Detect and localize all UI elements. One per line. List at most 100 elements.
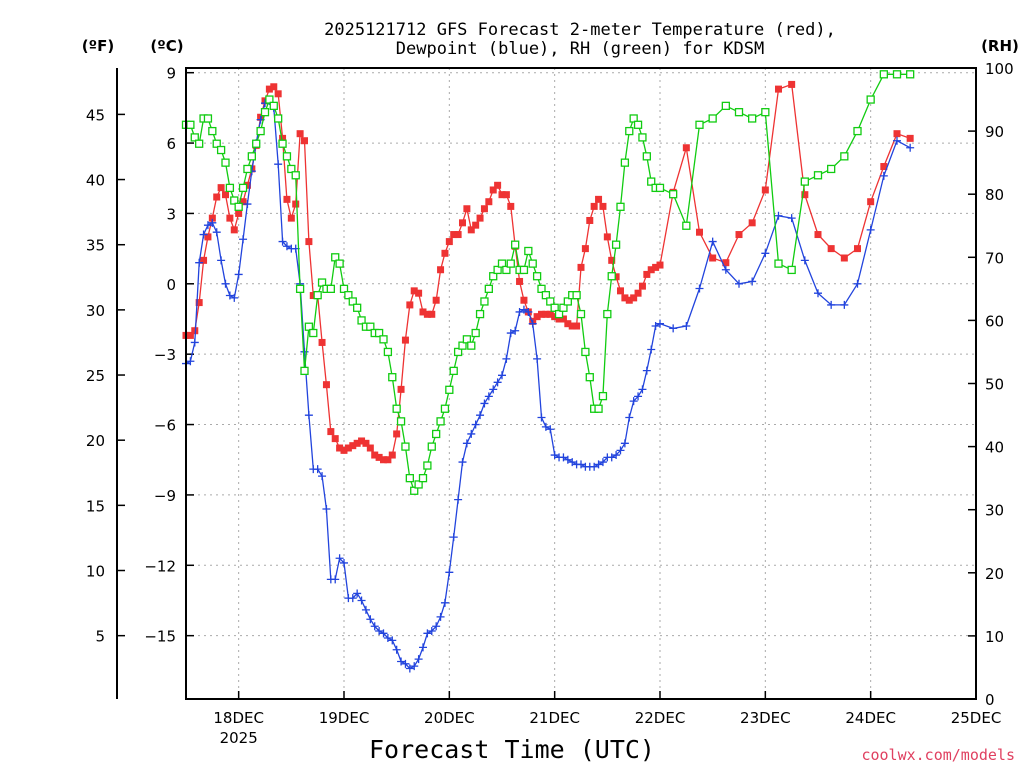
dewpoint-point — [225, 291, 234, 300]
dewpoint-point — [493, 378, 502, 387]
rh-point — [208, 126, 217, 136]
dewpoint-point — [634, 392, 643, 401]
rh-point — [906, 70, 915, 79]
dewpoint-point — [230, 293, 239, 302]
temperature-point — [292, 200, 300, 208]
rh-point — [467, 341, 476, 350]
rh-point — [295, 284, 305, 294]
dewpoint-point — [800, 256, 809, 265]
rh-point — [427, 442, 436, 451]
temperature-point — [581, 245, 589, 253]
rh-point — [300, 366, 309, 376]
dewpoint-point — [559, 453, 568, 462]
rh-point — [383, 347, 393, 357]
rh-tick-label: 30 — [985, 502, 1004, 520]
temperature-point — [559, 315, 567, 323]
temperature-point — [551, 313, 559, 321]
series-0 — [182, 80, 914, 464]
temperature-point — [507, 202, 515, 210]
rh-point — [480, 297, 489, 306]
temperature-point — [235, 209, 243, 217]
temperature-point — [410, 287, 418, 295]
chart-title-line2: Dewpoint (blue), RH (green) for KDSM — [396, 39, 764, 59]
rh-point — [813, 171, 823, 180]
dewpoint-point — [278, 237, 287, 246]
x-axis-label: Forecast Time (UTC) — [369, 735, 655, 764]
dewpoint-point — [462, 439, 471, 448]
dewpoint-point — [379, 629, 388, 638]
rh-point — [879, 70, 888, 79]
temperature-point — [555, 315, 563, 323]
dewpoint-point — [375, 626, 384, 635]
dewpoint-point — [484, 392, 493, 401]
x-tick-label: 23DEC — [740, 709, 791, 727]
rh-point — [339, 284, 349, 294]
dewpoint-point — [577, 460, 585, 469]
temperature-point — [208, 214, 216, 222]
temperature-point — [200, 256, 208, 264]
temperature-point — [489, 186, 497, 194]
credit-label: coolwx.com/models — [861, 746, 1015, 764]
temperature-point — [696, 228, 703, 236]
x-tick-label: 22DEC — [635, 709, 686, 727]
rh-point — [611, 240, 621, 249]
temperature-point — [318, 338, 326, 346]
temperature-point — [296, 130, 304, 138]
rh-point — [440, 404, 450, 413]
temperature-point — [630, 294, 638, 302]
temperature-point — [498, 191, 506, 199]
dewpoint-point — [458, 458, 467, 467]
dewpoint-point — [405, 664, 414, 673]
temperature-point — [480, 205, 488, 213]
dewpoint-point — [550, 451, 559, 460]
fahrenheit-axis: 45 40 35 30 25 20 15 10 5 — [86, 68, 125, 699]
temperature-point — [358, 437, 366, 445]
dewpoint-point — [476, 411, 485, 420]
temperature-point — [463, 205, 471, 213]
dewpoint-point — [498, 371, 506, 380]
rh-point — [274, 114, 283, 123]
temperature-point — [634, 289, 642, 297]
rh-point — [682, 221, 691, 230]
x-axis: 18DEC 2025 19DEC 20DEC 21DEC 22DEC 23DEC 24DEC 2… — [213, 691, 1001, 747]
dewpoint-point — [397, 657, 406, 666]
dewpoint-point — [629, 397, 638, 406]
rh-point — [344, 291, 353, 300]
temperature-point — [814, 231, 822, 239]
rh-point — [348, 297, 357, 306]
rh-point — [669, 190, 678, 199]
rh-point — [607, 272, 616, 281]
celsius-tick-label: −3 — [154, 346, 176, 364]
rh-point — [366, 322, 375, 331]
dewpoint-point — [282, 242, 291, 251]
dewpoint-point — [866, 225, 875, 234]
rh-tick-label: 90 — [985, 123, 1004, 141]
temperature-point — [239, 198, 247, 206]
rh-point — [892, 70, 902, 79]
rh-point — [471, 328, 480, 338]
dewpoint-point — [748, 277, 757, 286]
rh-point — [287, 164, 296, 174]
dewpoint-point — [537, 413, 546, 422]
rh-point — [734, 108, 744, 117]
rh-point — [353, 303, 362, 312]
dewpoint-point — [208, 218, 217, 227]
temperature-point — [775, 85, 782, 93]
temperature-point — [906, 134, 914, 142]
dewpoint-point — [414, 655, 423, 664]
grid — [186, 68, 977, 699]
rh-point — [238, 183, 248, 193]
rh-point — [695, 120, 704, 129]
rh-point — [432, 429, 441, 439]
temperature-point — [643, 270, 651, 278]
dewpoint-point — [625, 413, 634, 422]
rh-point — [708, 114, 717, 123]
dewpoint-point — [480, 399, 489, 408]
rh-point — [326, 284, 335, 294]
temperature-point — [353, 439, 361, 447]
dewpoint-point — [383, 634, 392, 643]
rh-point — [489, 272, 498, 281]
dewpoint-point — [695, 284, 704, 293]
dewpoint-point — [642, 366, 651, 375]
temperature-point — [331, 435, 339, 443]
